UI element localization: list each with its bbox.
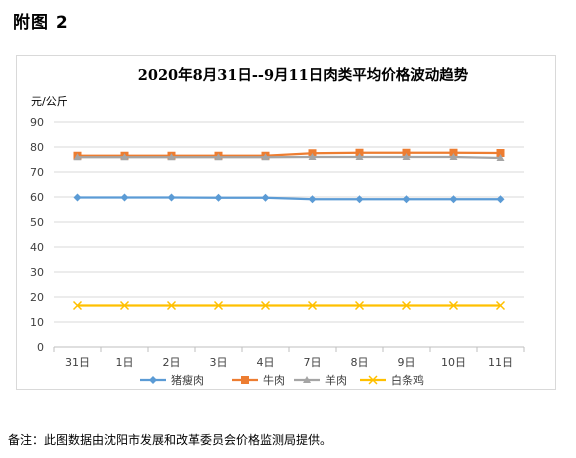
chart-title: 2020年8月31日--9月11日肉类平均价格波动趋势 [137,67,469,84]
data-point [401,300,412,311]
legend-entry: 牛肉 [232,373,285,387]
data-point [355,153,364,160]
data-point [120,153,129,161]
y-axis-unit-label: 元/公斤 [31,95,68,108]
data-point [73,153,82,161]
legend-marker [149,376,157,384]
x-tick-label: 8日 [351,356,369,369]
x-tick-label: 11日 [488,356,513,369]
data-point [496,154,505,161]
y-tick-label: 10 [30,316,44,329]
data-point [214,153,223,161]
x-tick-label: 10日 [441,356,466,369]
data-point [167,153,176,161]
y-tick-label: 80 [30,141,44,154]
x-tick-label: 7日 [304,356,322,369]
x-tick-label: 4日 [257,356,275,369]
x-tick-label: 2日 [163,356,181,369]
series-line [77,196,501,201]
series-3 [72,300,506,311]
x-axis-ticks: 31日 1日 2日 3日 4日 7日 8日 9日 10日 11日 [53,346,525,369]
y-tick-label: 50 [30,216,44,229]
data-point [308,153,317,160]
data-point [402,153,411,160]
data-point [72,300,83,311]
legend-entry: 白条鸡 [360,373,424,387]
data-point [402,148,411,157]
data-point [402,195,411,204]
data-point [449,153,458,160]
data-point [73,193,82,202]
legend-label: 牛肉 [263,373,285,387]
data-point [120,193,129,202]
series-line [77,155,501,160]
data-point [214,193,223,202]
legend-marker [368,375,378,385]
x-tick-label: 9日 [398,356,416,369]
series-group [72,148,506,311]
data-point [308,195,317,204]
data-point [167,193,176,202]
data-point [496,149,505,157]
data-point [495,300,506,311]
data-point [261,193,270,202]
series-2 [73,153,505,161]
legend-label: 白条鸡 [391,373,424,387]
data-point [261,153,270,161]
data-point [166,300,177,311]
page-heading: 附图 2 [13,13,69,33]
legend-label: 猪瘦肉 [171,373,204,387]
data-point [449,148,458,157]
series-line [77,151,501,157]
y-tick-label: 90 [30,116,44,129]
data-point [354,300,365,311]
y-tick-label: 20 [30,291,44,304]
y-tick-label: 30 [30,266,44,279]
series-0 [73,193,505,204]
data-point [448,300,459,311]
data-point [213,300,224,311]
legend-marker [303,376,311,383]
y-tick-label: 0 [37,341,44,354]
data-point [496,195,505,204]
y-tick-label: 70 [30,166,44,179]
legend: 猪瘦肉 牛肉 羊肉 白条鸡 [140,373,424,387]
legend-label: 羊肉 [325,373,347,387]
y-tick-label: 60 [30,191,44,204]
y-tick-label: 40 [30,241,44,254]
data-point [260,300,271,311]
data-point [355,195,364,204]
data-point [307,300,318,311]
data-point [449,195,458,204]
x-tick-label: 31日 [65,356,90,369]
x-tick-label: 1日 [116,356,134,369]
x-tick-label: 3日 [210,356,228,369]
legend-entry: 羊肉 [294,373,347,387]
legend-marker [241,376,249,384]
data-point [355,148,364,157]
footnote: 备注：此图数据由沈阳市发展和改革委员会价格监测局提供。 [8,433,333,447]
y-axis-ticks: 0 10 20 30 40 50 60 70 80 90 [30,116,44,354]
legend-entry: 猪瘦肉 [140,373,204,387]
data-point [119,300,130,311]
